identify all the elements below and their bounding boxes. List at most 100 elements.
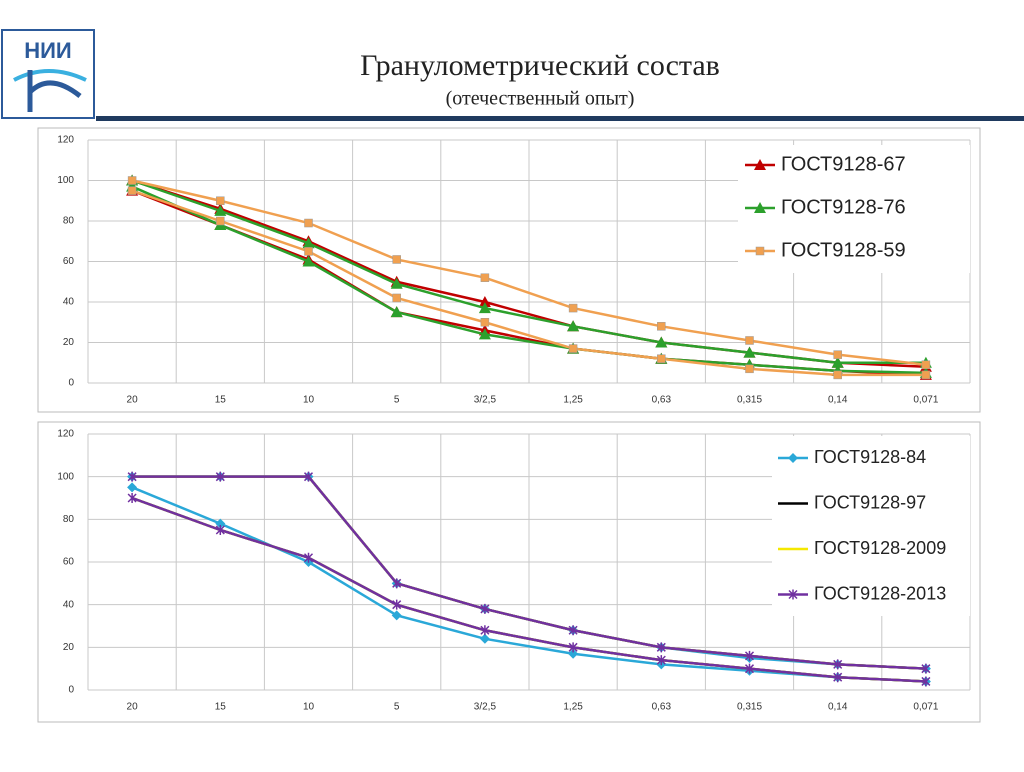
- y-tick-label: 80: [63, 216, 75, 227]
- marker: [392, 578, 402, 589]
- x-tick-label: 0,14: [828, 702, 848, 713]
- legend-label: ГОСТ9128-67: [781, 153, 906, 175]
- marker: [833, 672, 843, 683]
- series-line: [131, 185, 926, 375]
- marker: [568, 344, 578, 353]
- marker: [215, 518, 226, 529]
- marker: [744, 650, 755, 661]
- marker: [127, 471, 137, 482]
- marker: [655, 336, 668, 348]
- marker: [921, 370, 931, 380]
- marker: [391, 610, 402, 621]
- x-tick-label: 10: [303, 702, 315, 713]
- logo-frame: [1, 29, 95, 119]
- marker: [921, 663, 931, 674]
- slide-subtitle: (отечественный опыт): [446, 88, 635, 110]
- marker: [390, 277, 403, 289]
- marker: [921, 360, 931, 370]
- marker: [303, 471, 314, 482]
- marker: [302, 255, 315, 267]
- marker: [127, 482, 138, 493]
- x-tick-label: 0,63: [652, 702, 672, 713]
- x-tick-label: 0,63: [652, 395, 672, 406]
- marker: [754, 202, 766, 213]
- x-tick-label: 0,071: [913, 395, 938, 406]
- marker: [656, 642, 666, 653]
- marker: [656, 655, 666, 666]
- x-tick-label: 15: [215, 702, 227, 713]
- x-tick-label: 5: [394, 395, 400, 406]
- x-tick-label: 10: [303, 395, 315, 406]
- y-tick-label: 60: [63, 256, 75, 267]
- slide-title: Гранулометрический состав: [360, 49, 720, 82]
- marker: [833, 659, 843, 670]
- marker: [127, 186, 137, 195]
- header-rule: [96, 116, 1024, 121]
- legend-label: ГОСТ9128-2009: [814, 538, 946, 558]
- x-tick-label: 1,25: [563, 702, 583, 713]
- marker: [303, 552, 314, 563]
- x-tick-label: 0,071: [913, 702, 938, 713]
- y-tick-label: 100: [57, 175, 74, 186]
- marker: [745, 336, 754, 345]
- legend-box: [772, 436, 970, 616]
- y-tick-label: 60: [63, 557, 75, 568]
- marker: [480, 273, 490, 282]
- marker: [568, 625, 578, 636]
- x-tick-label: 3/2,5: [474, 702, 497, 713]
- marker: [480, 318, 490, 327]
- marker: [921, 676, 931, 687]
- marker: [390, 306, 403, 318]
- x-tick-label: 15: [215, 395, 227, 406]
- y-tick-label: 0: [68, 378, 74, 389]
- marker: [479, 633, 490, 644]
- x-tick-label: 0,14: [828, 395, 848, 406]
- marker: [214, 204, 227, 216]
- marker: [216, 216, 225, 226]
- y-tick-label: 120: [57, 429, 74, 440]
- marker: [788, 589, 798, 600]
- x-tick-label: 1,25: [563, 395, 583, 406]
- legend-label: ГОСТ9128-84: [814, 447, 926, 467]
- y-tick-label: 0: [68, 685, 74, 696]
- y-tick-label: 40: [63, 599, 75, 610]
- x-tick-label: 20: [127, 395, 139, 406]
- marker: [743, 346, 756, 358]
- logo-arc: [13, 69, 87, 82]
- marker: [302, 237, 315, 249]
- marker: [392, 599, 402, 610]
- marker: [304, 218, 313, 228]
- logo-symbol: [27, 70, 82, 112]
- marker: [480, 625, 490, 636]
- legend-label: ГОСТ9128-59: [781, 239, 906, 261]
- logo-text: НИИ: [24, 38, 72, 63]
- y-tick-label: 80: [63, 514, 75, 525]
- series-line: [131, 189, 926, 377]
- x-tick-label: 3/2,5: [474, 395, 497, 406]
- marker: [127, 176, 137, 185]
- legend-label: ГОСТ9128-97: [814, 492, 926, 512]
- series-line: [132, 475, 926, 670]
- marker: [657, 322, 666, 331]
- marker: [568, 642, 578, 653]
- marker: [478, 302, 491, 314]
- logo: НИИ: [1, 29, 95, 119]
- marker: [744, 663, 755, 674]
- marker: [568, 303, 578, 313]
- marker: [392, 255, 401, 264]
- marker: [754, 159, 766, 170]
- legend-box: [738, 145, 970, 273]
- series-line: [131, 179, 926, 364]
- marker: [215, 525, 225, 535]
- marker: [788, 453, 798, 463]
- y-tick-label: 120: [57, 135, 74, 146]
- marker: [304, 247, 313, 256]
- x-tick-label: 20: [127, 702, 139, 713]
- marker: [657, 354, 666, 363]
- marker: [831, 356, 844, 368]
- marker: [478, 296, 491, 307]
- marker: [745, 364, 754, 374]
- x-tick-label: 0,315: [737, 702, 762, 713]
